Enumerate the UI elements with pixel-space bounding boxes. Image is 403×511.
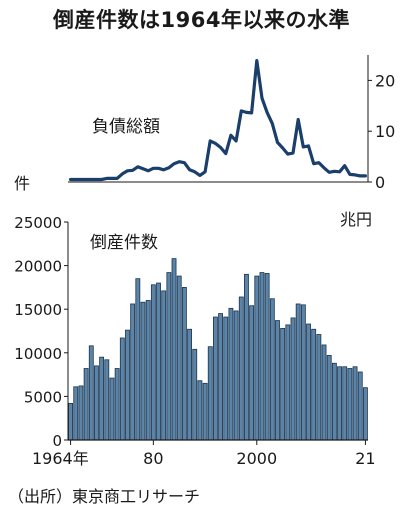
bar-x-tick-label: 1964年 xyxy=(32,449,89,468)
bar xyxy=(269,298,275,441)
bar xyxy=(99,356,105,441)
bar-x-tick-label: 2000 xyxy=(236,449,277,468)
bar-x-tick-label: 21 xyxy=(355,449,375,468)
bar xyxy=(78,385,84,441)
bar xyxy=(352,366,358,441)
bar xyxy=(156,282,161,441)
bar xyxy=(176,275,182,441)
bar xyxy=(311,328,317,441)
bar xyxy=(202,382,208,441)
bar xyxy=(125,329,130,441)
bar xyxy=(238,296,244,441)
bar xyxy=(249,305,255,441)
bar xyxy=(197,380,203,441)
bar xyxy=(259,272,265,441)
bar-y-tick-label: 15000 xyxy=(14,301,62,319)
bar xyxy=(362,387,368,441)
bar xyxy=(171,258,177,441)
bar xyxy=(83,368,89,441)
bar xyxy=(104,359,110,441)
bankruptcy-bar-chart: 0 5000 10000 15000 20000 25000 1964年 80 2000 21 xyxy=(14,214,375,468)
debt-series-line xyxy=(68,58,367,182)
source-note: （出所）東京商工リサーチ xyxy=(8,487,201,506)
bar xyxy=(244,273,249,441)
debt-series-label: 負債総額 xyxy=(92,117,160,137)
bar xyxy=(130,303,136,441)
bar xyxy=(68,402,74,441)
bar-y-tick-label: 5000 xyxy=(24,388,62,406)
line-y-tick-label: 0 xyxy=(375,173,385,192)
bar xyxy=(109,377,115,441)
bar xyxy=(342,366,348,441)
bar xyxy=(161,290,167,441)
bar-y-tick-label: 20000 xyxy=(14,258,62,276)
bar xyxy=(285,324,291,441)
bar xyxy=(233,310,239,441)
bar xyxy=(254,275,260,441)
bar xyxy=(300,304,306,441)
bar xyxy=(187,328,192,441)
bar-y-tick-label: 0 xyxy=(52,432,62,450)
bar xyxy=(326,355,332,441)
bar xyxy=(306,323,311,441)
bar-x-tick-label: 80 xyxy=(143,449,163,468)
bar xyxy=(218,313,224,441)
bar xyxy=(280,327,286,441)
bar xyxy=(94,365,99,441)
bar xyxy=(119,337,125,441)
bar xyxy=(295,303,301,441)
bar xyxy=(316,334,322,441)
bar xyxy=(212,316,218,441)
bar xyxy=(207,346,213,441)
bars-unit-label: 件 xyxy=(14,174,31,193)
bar xyxy=(73,386,79,441)
bar xyxy=(223,316,229,441)
bar-y-tick-label: 10000 xyxy=(14,345,62,363)
bar xyxy=(264,273,270,441)
bar xyxy=(228,307,234,441)
line-y-tick-label: 10 xyxy=(375,122,395,141)
bankruptcy-series-label: 倒産件数 xyxy=(90,233,158,253)
bar xyxy=(347,368,353,441)
bar xyxy=(321,344,327,441)
bar xyxy=(88,345,94,441)
bar xyxy=(145,300,151,441)
line-unit-label: 兆円 xyxy=(340,210,373,229)
bar xyxy=(275,320,280,441)
bar xyxy=(140,301,146,441)
bar xyxy=(192,348,198,441)
bar xyxy=(135,278,141,441)
bar xyxy=(181,286,187,441)
debt-line-chart: 0 10 20 xyxy=(68,55,395,192)
bar xyxy=(150,284,156,441)
bar xyxy=(114,368,120,441)
line-y-tick-label: 20 xyxy=(375,71,395,90)
bar xyxy=(337,366,342,441)
chart-title: 倒産件数は1964年以来の水準 xyxy=(53,8,350,32)
bar xyxy=(357,371,363,441)
bar xyxy=(331,362,337,441)
bar xyxy=(166,272,172,441)
bar-y-tick-label: 25000 xyxy=(14,214,62,232)
bar xyxy=(290,317,296,441)
